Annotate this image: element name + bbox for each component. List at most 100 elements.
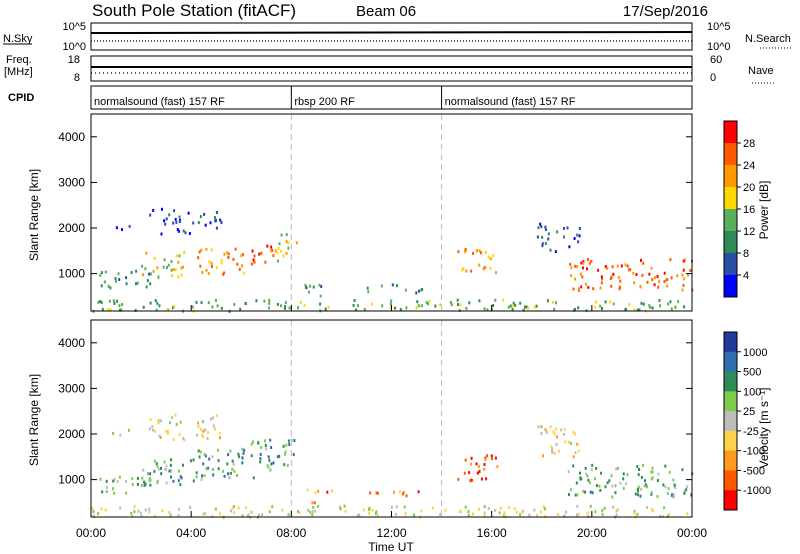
range-gate-cell [642,463,644,467]
range-gate-cell [147,472,149,476]
range-gate-cell [209,417,212,421]
range-gate-cell [574,451,577,455]
range-gate-cell [376,491,379,495]
range-gate-cell [549,425,552,429]
range-gate-cell [482,267,485,271]
range-gate-cell [489,266,492,270]
range-gate-cell [527,306,529,310]
range-gate-cell [145,251,148,255]
range-gate-cell [576,513,579,517]
range-gate-cell [677,300,680,304]
range-gate-cell [589,481,591,485]
range-gate-cell [99,477,102,481]
range-gate-cell [215,298,217,302]
colorbar-swatch [724,275,737,298]
range-gate-cell [468,471,471,475]
range-gate-cell [238,455,241,459]
range-gate-cell [183,438,186,442]
range-gate-cell [312,285,315,289]
range-gate-cell [343,504,346,508]
range-gate-cell [570,274,573,278]
range-gate-cell [285,251,288,255]
range-gate-cell [636,308,639,312]
range-gate-cell [114,277,117,281]
range-gate-cell [209,221,212,225]
range-gate-cell [130,512,133,515]
range-gate-cell [637,489,639,493]
range-gate-cell [417,490,420,494]
range-gate-cell [319,302,322,306]
range-gate-cell [287,246,290,250]
range-gate-cell [457,477,460,481]
range-gate-cell [142,468,145,472]
range-gate-cell [285,443,288,447]
range-gate-cell [367,508,370,512]
range-gate-cell [284,450,287,454]
range-gate-cell [165,429,168,433]
range-gate-cell [609,300,612,304]
range-gate-cell [257,441,260,445]
range-gate-cell [367,290,370,294]
range-gate-cell [557,513,560,516]
range-gate-cell [211,468,214,471]
range-gate-cell [580,261,583,265]
range-gate-cell [140,514,143,518]
colorbar-swatch [724,490,737,511]
range-gate-cell [227,256,230,259]
range-gate-cell [557,449,560,453]
panel-frame [90,113,693,312]
range-gate-cell [107,284,110,288]
range-gate-cell [651,306,654,310]
range-gate-cell [149,272,152,276]
colorbar-swatch [724,470,737,491]
range-gate-cell [495,271,497,275]
range-gate-cell [217,448,219,452]
range-gate-cell [469,462,472,466]
range-gate-cell [199,450,202,454]
range-gate-cell [519,301,522,305]
range-gate-cell [101,490,104,494]
range-gate-cell [189,459,192,463]
colorbar-swatch [724,187,737,210]
range-gate-cell [576,493,579,497]
range-gate-cell [216,304,219,308]
range-gate-cell [617,275,620,279]
range-gate-cell [612,272,615,276]
range-gate-cell [196,433,198,437]
range-gate-cell [371,302,374,306]
range-gate-cell [227,453,230,457]
range-gate-cell [542,505,545,509]
range-gate-cell [536,513,539,517]
range-gate-cell [242,451,245,455]
range-gate-cell [163,460,166,464]
range-gate-cell [168,510,171,514]
range-gate-cell [309,510,312,514]
range-gate-cell [276,302,279,306]
range-gate-cell [267,455,270,459]
range-gate-cell [549,248,552,252]
range-gate-cell [402,492,404,496]
range-gate-cell [158,304,161,308]
range-gate-cell [586,474,589,478]
range-gate-cell [158,467,160,471]
range-gate-cell [278,454,281,458]
range-gate-cell [113,301,116,305]
range-gate-cell [156,301,159,305]
x-axis-label: Time UT [368,540,414,554]
range-gate-cell [269,438,272,442]
range-gate-cell [519,513,522,517]
range-gate-cell [192,221,195,225]
range-gate-cell [418,289,421,293]
range-gate-cell [198,455,201,459]
range-gate-cell [494,456,497,460]
range-gate-cell [165,464,168,468]
range-gate-cell [280,233,283,237]
range-gate-cell [174,413,177,417]
range-gate-cell [579,471,581,475]
range-gate-cell [363,308,366,311]
range-gate-cell [674,305,677,309]
range-gate-cell [467,510,470,513]
range-gate-cell [268,510,271,514]
range-gate-cell [586,267,588,271]
range-gate-cell [356,514,359,518]
